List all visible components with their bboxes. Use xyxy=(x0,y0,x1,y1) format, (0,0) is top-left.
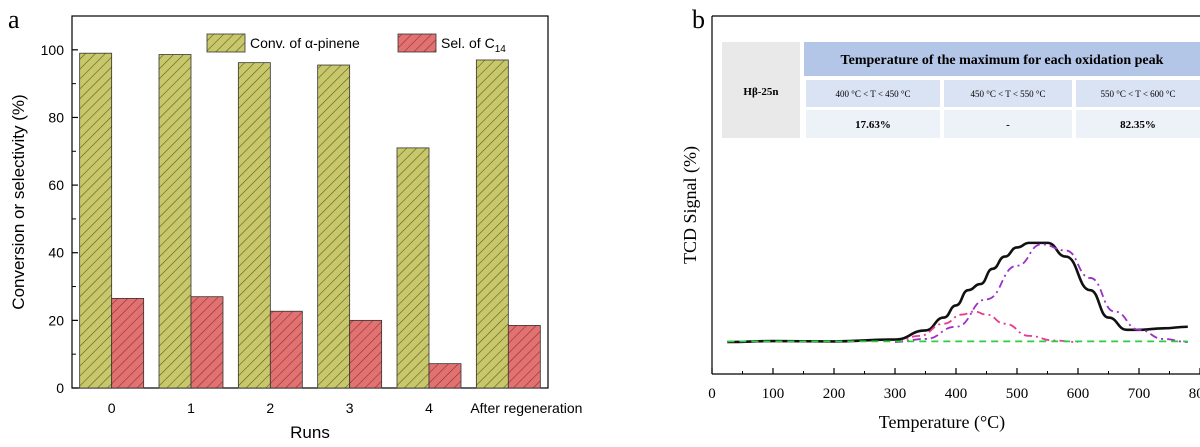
table-column-header-cell xyxy=(944,80,1072,107)
table-value-cell xyxy=(806,110,940,138)
table-column-header: 450 °C < T < 550 °C xyxy=(970,89,1045,99)
x-axis-label-b: Temperature (°C) xyxy=(879,412,1005,433)
peak-table: Hβ-25n Temperature of the maximum for eac… xyxy=(722,42,1200,138)
table-value: 82.35% xyxy=(1120,119,1156,131)
x-tick-label-b: 500 xyxy=(1006,386,1029,402)
x-tick-label-b: 300 xyxy=(884,386,907,402)
legend-swatch-selectivity xyxy=(397,33,437,53)
x-axis-label-a: Runs xyxy=(290,423,330,442)
table-value: - xyxy=(1006,119,1010,131)
curves-b xyxy=(727,241,1188,344)
bar-chart-a: a Conv. of α-pinene Sel. of C14 020406080… xyxy=(8,5,582,442)
bars-a xyxy=(79,52,541,389)
x-tick-label-a: 2 xyxy=(266,400,274,416)
chart-panel-a: a Conv. of α-pinene Sel. of C14 0 20 40 60 80… xyxy=(0,0,600,442)
x-tick-label-b: 200 xyxy=(823,386,846,402)
y-tick-label-a: 100 xyxy=(41,42,65,58)
x-tick-label-b: 100 xyxy=(762,386,785,402)
table-column-header-cell xyxy=(1076,80,1200,107)
y-tick-label-a: 40 xyxy=(48,245,64,261)
tcd-total-curve xyxy=(727,241,1188,344)
x-tick-label-a: 3 xyxy=(346,400,354,416)
table-column-header-cell xyxy=(806,80,940,107)
chart-panel-b: b 0 100 200 300 400 500 600 700 800 Hβ-25n Temper… xyxy=(640,0,1200,442)
bar-selectivity xyxy=(269,310,303,389)
table-value-cell xyxy=(944,110,1072,138)
bar-selectivity xyxy=(190,296,224,389)
table-row-label-cell xyxy=(722,42,800,138)
x-tick-label-a: 0 xyxy=(108,400,116,416)
x-tick-label-a: 4 xyxy=(425,400,433,416)
panel-label-b: b xyxy=(692,5,705,34)
bar-conversion xyxy=(317,64,351,389)
y-axis-a: 0 20 40 60 80 100 xyxy=(41,42,78,396)
x-tick-label-a: 1 xyxy=(187,400,195,416)
bar-selectivity xyxy=(428,363,462,389)
peak-1-curve xyxy=(894,310,1079,343)
x-tick-label-b: 800 xyxy=(1189,386,1200,402)
table-header-cell xyxy=(804,42,1200,76)
y-tick-label-a: 80 xyxy=(48,109,64,125)
plot-frame-a xyxy=(71,15,549,389)
table-header-title: Temperature of the maximum for each oxid… xyxy=(841,53,1164,68)
line-chart-b: b 0 100 200 300 400 500 600 700 800 Hβ-25n Temper… xyxy=(680,5,1200,433)
x-tick-label-b: 700 xyxy=(1128,386,1151,402)
peak-2-curve xyxy=(894,243,1188,343)
legend-a: Conv. of α-pinene Sel. of C14 xyxy=(206,33,506,55)
y-tick-label-a: 60 xyxy=(48,177,64,193)
x-tick-label-a: After regeneration xyxy=(470,400,582,416)
legend-swatch-conversion xyxy=(206,33,246,53)
x-tick-label-b: 0 xyxy=(708,386,716,402)
panel-label-a: a xyxy=(8,5,20,34)
table-row-label: Hβ-25n xyxy=(743,86,778,98)
table-column-header: 400 °C < T < 450 °C xyxy=(835,89,910,99)
bar-conversion xyxy=(158,54,192,389)
bar-selectivity xyxy=(349,319,383,389)
bar-conversion xyxy=(396,147,430,389)
y-axis-label-b: TCD Signal (%) xyxy=(680,146,701,264)
table-value: 17.63% xyxy=(855,119,891,131)
y-axis-label-a: Conversion or selectivity (%) xyxy=(9,94,28,309)
bar-selectivity xyxy=(507,325,541,389)
legend-label-selectivity: Sel. of C14 xyxy=(441,35,506,55)
legend-label-conversion: Conv. of α-pinene xyxy=(250,35,360,51)
bar-conversion xyxy=(475,59,509,389)
axes-b: 0 100 200 300 400 500 600 700 800 xyxy=(708,15,1200,402)
y-tick-label-a: 20 xyxy=(48,312,64,328)
bar-selectivity xyxy=(111,297,145,389)
bar-conversion xyxy=(237,62,271,389)
x-tick-label-b: 400 xyxy=(945,386,968,402)
bar-conversion xyxy=(79,52,113,389)
table-column-header: 550 °C < T < 600 °C xyxy=(1100,89,1175,99)
x-tick-label-b: 600 xyxy=(1067,386,1090,402)
table-value-cell xyxy=(1076,110,1200,138)
y-tick-label-a: 0 xyxy=(56,380,64,396)
